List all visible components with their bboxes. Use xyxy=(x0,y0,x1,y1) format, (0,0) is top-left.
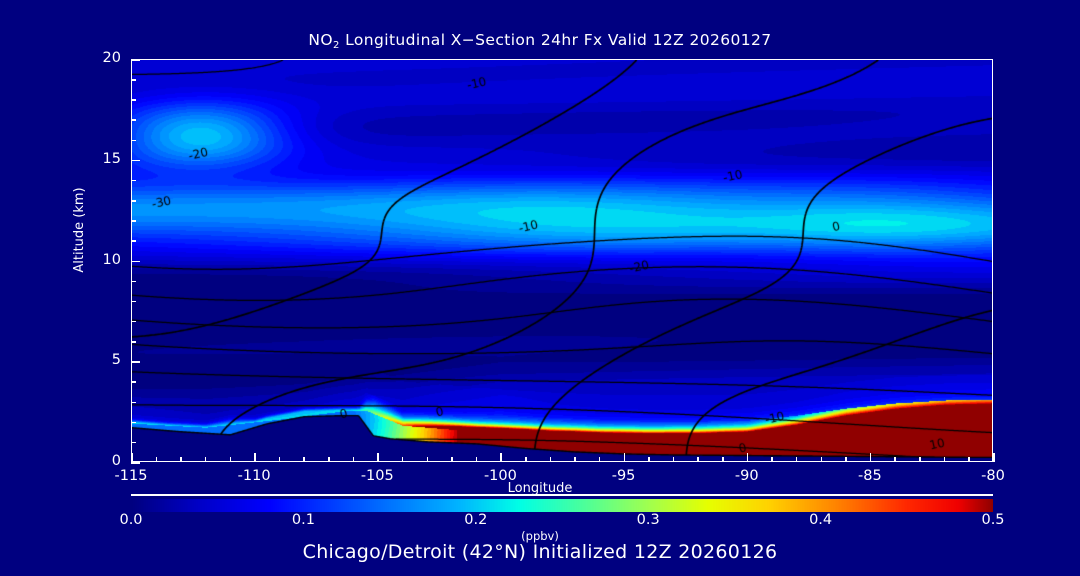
y-tick xyxy=(131,79,136,81)
y-tick xyxy=(131,139,136,142)
x-tick-label: -115 xyxy=(114,468,148,484)
colorbar-gradient xyxy=(131,499,993,512)
y-tick xyxy=(131,99,136,101)
x-tick xyxy=(254,453,256,462)
contour-canvas xyxy=(132,60,992,461)
x-tick xyxy=(278,457,281,462)
x-tick xyxy=(475,457,478,462)
y-tick xyxy=(131,220,136,222)
x-tick-label: -90 xyxy=(734,468,759,484)
x-tick xyxy=(623,453,626,462)
x-tick-label: -105 xyxy=(360,468,394,484)
y-tick xyxy=(131,119,136,121)
x-tick xyxy=(968,457,970,462)
colorbar-tick-label: 0.2 xyxy=(464,512,488,528)
y-tick xyxy=(131,59,140,61)
x-tick-label: -95 xyxy=(611,468,636,484)
y-tick xyxy=(131,361,140,363)
y-tick xyxy=(131,421,136,424)
colorbar-tick-label: 0.4 xyxy=(809,512,833,528)
colorbar xyxy=(131,494,993,512)
x-tick xyxy=(672,457,675,462)
title-subscript: 2 xyxy=(333,40,340,51)
y-tick xyxy=(131,401,136,404)
x-tick xyxy=(229,457,231,462)
y-axis-label: Altitude (km) xyxy=(72,187,87,273)
y-tick xyxy=(131,179,136,182)
y-tick xyxy=(131,260,140,262)
x-tick-label: -80 xyxy=(981,468,1005,484)
x-tick-label: -85 xyxy=(858,468,882,484)
x-tick xyxy=(204,457,207,462)
x-tick xyxy=(500,453,502,462)
y-tick xyxy=(131,240,136,242)
y-tick xyxy=(131,381,136,383)
x-tick-label: -110 xyxy=(237,468,271,484)
x-tick xyxy=(426,457,429,462)
y-tick-label: 15 xyxy=(102,150,121,167)
x-tick xyxy=(771,457,773,462)
title-rest: Longitudinal X−Section 24hr Fx Valid 12Z… xyxy=(339,31,772,49)
x-tick xyxy=(648,457,650,462)
x-tick xyxy=(697,457,699,462)
x-tick xyxy=(820,457,823,462)
y-tick xyxy=(131,159,140,162)
colorbar-top-rule xyxy=(131,494,993,496)
page-title: NO2 Longitudinal X−Section 24hr Fx Valid… xyxy=(0,31,1080,51)
x-tick xyxy=(795,457,798,462)
colorbar-tick-label: 0.5 xyxy=(981,512,1005,528)
colorbar-tick-label: 0.0 xyxy=(119,512,143,528)
title-species: NO xyxy=(308,31,334,49)
x-tick xyxy=(131,453,133,462)
x-tick xyxy=(328,457,330,462)
x-tick xyxy=(722,457,724,462)
y-tick xyxy=(131,462,140,464)
x-tick xyxy=(377,453,379,462)
x-tick xyxy=(845,457,847,462)
y-tick xyxy=(131,341,136,343)
y-tick xyxy=(131,200,136,202)
y-tick xyxy=(131,441,136,444)
x-tick xyxy=(401,457,404,462)
y-tick-label: 20 xyxy=(102,50,121,66)
figure-caption: Chicago/Detroit (42°N) Initialized 12Z 2… xyxy=(302,541,778,563)
x-tick xyxy=(598,457,601,462)
x-tick xyxy=(352,457,355,462)
x-tick xyxy=(746,453,749,462)
x-tick xyxy=(943,457,946,462)
x-tick xyxy=(919,457,921,462)
x-tick xyxy=(303,457,305,462)
cross-section-plot xyxy=(131,59,993,462)
x-tick xyxy=(574,457,576,462)
y-tick-label: 5 xyxy=(111,352,121,369)
x-tick xyxy=(869,453,872,462)
y-tick xyxy=(131,280,136,283)
x-tick xyxy=(894,457,896,462)
x-tick xyxy=(180,457,182,462)
colorbar-units: (ppbv) xyxy=(521,529,559,543)
y-tick xyxy=(131,320,136,323)
y-tick-label: 0 xyxy=(111,453,121,469)
y-tick-label: 10 xyxy=(102,251,121,268)
x-tick xyxy=(549,457,552,462)
y-tick xyxy=(131,300,136,303)
x-tick xyxy=(993,453,995,462)
x-tick xyxy=(451,457,453,462)
x-tick-label: -100 xyxy=(483,468,517,484)
x-tick xyxy=(155,457,158,462)
colorbar-tick-label: 0.3 xyxy=(636,512,660,528)
colorbar-tick-label: 0.1 xyxy=(291,512,315,528)
x-axis-label: Longitude xyxy=(507,481,573,496)
x-tick xyxy=(525,457,527,462)
